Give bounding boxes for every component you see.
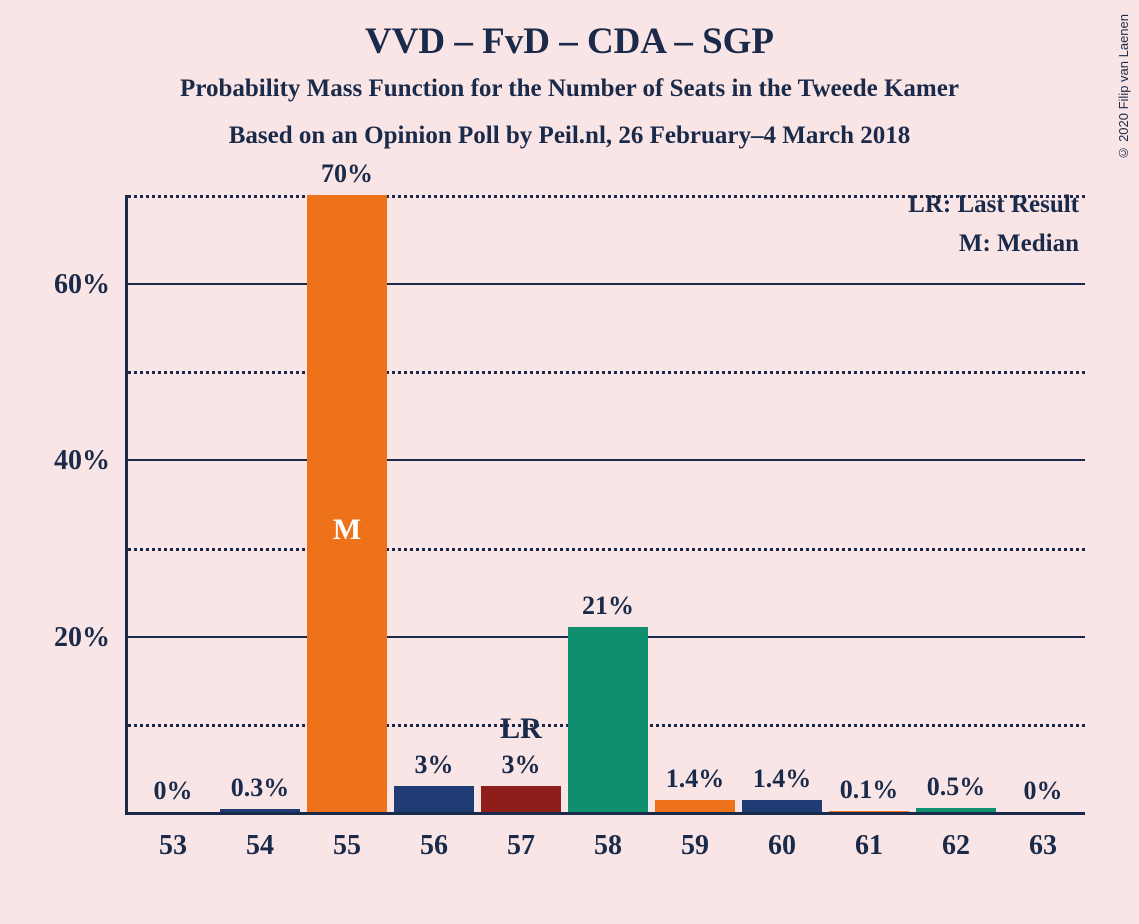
bar (220, 809, 300, 812)
bar (829, 811, 909, 812)
bar (742, 800, 822, 812)
bar-value-label: 1.4% (753, 764, 812, 794)
bar-value-label: 21% (582, 591, 634, 621)
x-tick-label: 60 (768, 830, 796, 862)
y-tick-label: 20% (54, 622, 110, 654)
gridline-major: 40% (128, 459, 1085, 461)
bar (481, 786, 561, 812)
y-tick-label: 60% (54, 269, 110, 301)
bar-annotation: LR (500, 712, 542, 746)
bar-value-label: 0.5% (927, 772, 986, 802)
chart-title: VVD – FvD – CDA – SGP (0, 20, 1139, 63)
x-tick-label: 55 (333, 830, 361, 862)
x-tick-label: 56 (420, 830, 448, 862)
bar-value-label: 3% (502, 750, 541, 780)
bar (655, 800, 735, 812)
bar (394, 786, 474, 812)
chart-subtitle-1: Probability Mass Function for the Number… (0, 75, 1139, 103)
bar-value-label: 1.4% (666, 764, 725, 794)
gridline-minor (128, 371, 1085, 374)
copyright-text: © 2020 Filip van Laenen (1116, 14, 1131, 161)
bar-value-label: 70% (321, 159, 373, 189)
bar (916, 808, 996, 812)
chart-subtitle-2: Based on an Opinion Poll by Peil.nl, 26 … (0, 122, 1139, 150)
gridline-minor (128, 548, 1085, 551)
bar-value-label: 0% (154, 776, 193, 806)
chart-container: VVD – FvD – CDA – SGP Probability Mass F… (0, 0, 1139, 924)
y-axis (125, 195, 128, 815)
bar (568, 627, 648, 812)
legend-m: M: Median (959, 230, 1079, 258)
bar-value-label: 0.1% (840, 775, 899, 805)
x-axis (125, 812, 1085, 815)
x-tick-label: 57 (507, 830, 535, 862)
bar-value-label: 0.3% (231, 773, 290, 803)
x-tick-label: 53 (159, 830, 187, 862)
x-tick-label: 63 (1029, 830, 1057, 862)
x-tick-label: 59 (681, 830, 709, 862)
y-tick-label: 40% (54, 445, 110, 477)
x-tick-label: 61 (855, 830, 883, 862)
x-tick-label: 58 (594, 830, 622, 862)
gridline-major: 60% (128, 283, 1085, 285)
x-tick-label: 62 (942, 830, 970, 862)
bar-value-label: 3% (415, 750, 454, 780)
x-tick-label: 54 (246, 830, 274, 862)
plot-area: 20%40%60% 0%530.3%5470%M553%563%LR5721%5… (125, 195, 1085, 815)
legend-lr: LR: Last Result (908, 191, 1079, 219)
bar-annotation: M (333, 513, 361, 547)
bar (307, 195, 387, 812)
bar-value-label: 0% (1024, 776, 1063, 806)
